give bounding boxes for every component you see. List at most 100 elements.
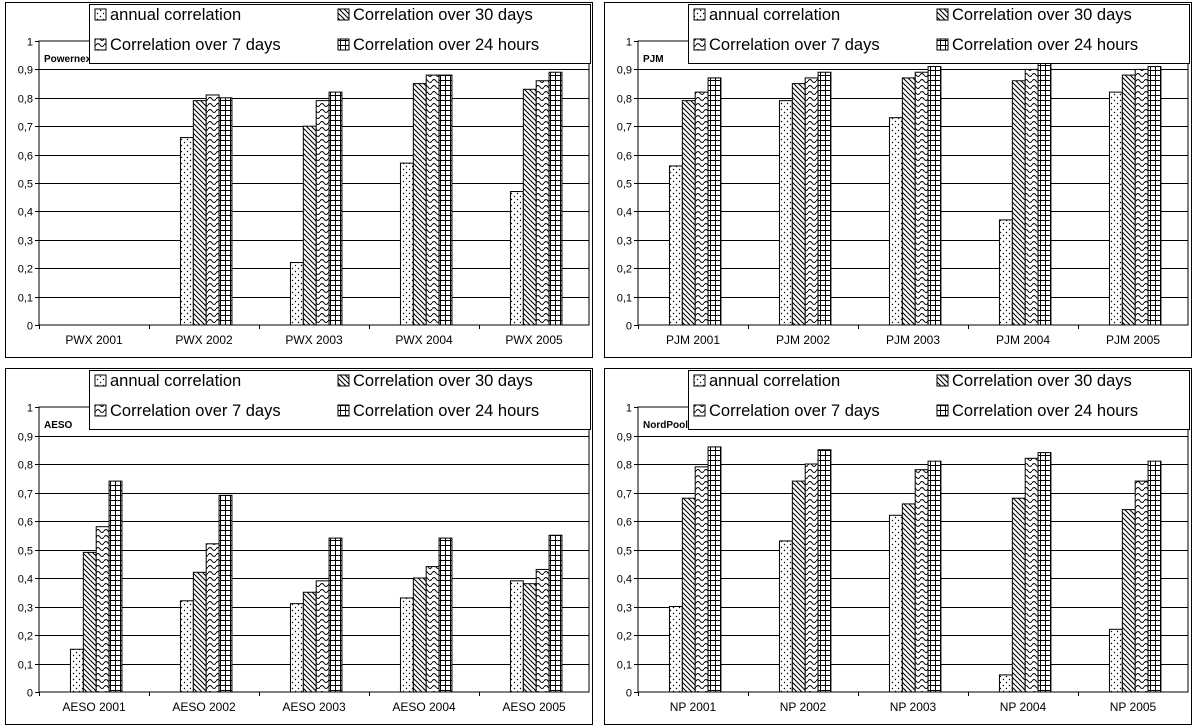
y-tick-label: 0,9	[18, 432, 33, 444]
y-tick-label: 0,4	[18, 207, 33, 219]
bar-h24-5	[1147, 66, 1162, 326]
x-tick-label: PWX 2003	[285, 333, 343, 347]
bar-d30-2	[791, 83, 806, 326]
x-tick-label: NP 2003	[890, 700, 937, 714]
y-tick-label: 0,6	[617, 517, 632, 529]
legend-label-h24: Correlation over 24 hours	[353, 36, 539, 54]
y-tick-label: 0,5	[617, 546, 632, 558]
x-tick-label: NP 2004	[1000, 700, 1047, 714]
bar-d7-5	[1134, 68, 1149, 326]
y-tick-label: 1	[27, 403, 33, 415]
legend-swatch-d30	[337, 374, 350, 387]
legend-label-h24: Correlation over 24 hours	[952, 402, 1138, 420]
bar-h24-1	[108, 480, 123, 693]
y-tick-label: 0,6	[18, 151, 33, 163]
bar-h24-3	[927, 460, 942, 693]
y-tick-label: 1	[626, 403, 632, 415]
bar-h24-2	[817, 71, 832, 326]
legend: annual correlation Correlation over 30 da…	[89, 370, 591, 430]
x-tick-label: PWX 2001	[65, 333, 123, 347]
legend-label-annual: annual correlation	[110, 6, 241, 24]
bar-d7-4	[1024, 68, 1039, 326]
bar-d7-4	[425, 566, 440, 693]
bar-d7-2	[804, 77, 819, 326]
bar-annual-5	[1108, 91, 1123, 326]
x-tick-label: AESO 2004	[392, 700, 456, 714]
legend-swatch-annual	[693, 374, 706, 387]
bar-d30-5	[1121, 74, 1136, 326]
y-tick-label: 0,1	[617, 660, 632, 672]
bar-d7-3	[315, 100, 330, 326]
bar-d30-4	[1011, 80, 1026, 326]
bar-h24-2	[218, 494, 233, 693]
bar-d30-4	[412, 83, 427, 326]
bar-d30-3	[302, 125, 317, 326]
y-tick-label: 0	[27, 321, 33, 333]
legend: annual correlation Correlation over 30 da…	[89, 4, 591, 64]
x-tick-label: PJM 2004	[996, 333, 1050, 347]
y-tick-label: 0	[27, 688, 33, 700]
y-tick-label: 0,5	[18, 179, 33, 191]
bar-h24-5	[548, 534, 563, 693]
y-tick-label: 0,8	[617, 460, 632, 472]
legend-label-h24: Correlation over 24 hours	[952, 36, 1138, 54]
legend-label-d30: Correlation over 30 days	[952, 6, 1132, 24]
bar-d30-5	[522, 88, 537, 326]
y-tick-label: 0,1	[18, 293, 33, 305]
bar-d30-3	[901, 77, 916, 326]
bar-d7-4	[1024, 457, 1039, 693]
bar-d7-1	[694, 91, 709, 326]
bar-annual-2	[179, 600, 194, 693]
x-tick-label: NP 2001	[670, 700, 717, 714]
bar-d30-4	[1011, 497, 1026, 693]
x-tick-label: PWX 2002	[175, 333, 233, 347]
y-tick-label: 0,6	[617, 151, 632, 163]
y-tick-label: 0,7	[18, 122, 33, 134]
chart-panel-pjm: 0 0,1 0,2 0,3 0,4 0,5 0,6 0,7 0,8 0,9 1 PJM 2001 PJM…	[604, 2, 1192, 358]
y-tick-label: 0,3	[617, 603, 632, 615]
x-tick-label: PJM 2001	[666, 333, 720, 347]
legend-swatch-d7	[94, 404, 107, 417]
legend-label-d30: Correlation over 30 days	[353, 372, 533, 390]
bar-h24-2	[218, 97, 233, 326]
y-tick-label: 0,8	[18, 460, 33, 472]
chart-title: Powernext	[44, 54, 95, 65]
bar-d7-3	[315, 580, 330, 693]
y-tick-label: 0,6	[18, 517, 33, 529]
bar-d30-2	[192, 100, 207, 326]
bar-h24-3	[328, 537, 343, 693]
chart-panel-nordpool: 0 0,1 0,2 0,3 0,4 0,5 0,6 0,7 0,8 0,9 1 NP 2001 NP 2…	[604, 368, 1192, 725]
bar-d30-5	[522, 583, 537, 693]
legend-label-h24: Correlation over 24 hours	[353, 402, 539, 420]
bar-d30-2	[192, 571, 207, 693]
legend-swatch-h24	[337, 38, 350, 51]
x-tick-label: AESO 2005	[502, 700, 566, 714]
bar-annual-5	[1108, 628, 1123, 693]
bar-d30-1	[681, 497, 696, 693]
x-tick-label: PWX 2004	[395, 333, 453, 347]
legend-label-d7: Correlation over 7 days	[709, 402, 880, 420]
y-tick-label: 1	[626, 37, 632, 49]
bar-d30-1	[681, 100, 696, 326]
legend-swatch-annual	[94, 374, 107, 387]
bar-annual-3	[289, 262, 304, 326]
y-tick-label: 0,3	[18, 603, 33, 615]
bar-h24-2	[817, 449, 832, 693]
bar-annual-1	[668, 606, 683, 693]
y-tick-label: 0,4	[18, 574, 33, 586]
bar-annual-5	[509, 191, 524, 326]
bar-d7-5	[1134, 480, 1149, 693]
bar-h24-4	[1037, 60, 1052, 326]
bar-d7-1	[95, 526, 110, 693]
legend-swatch-annual	[94, 8, 107, 21]
legend-label-d7: Correlation over 7 days	[110, 402, 281, 420]
y-tick-label: 0,5	[18, 546, 33, 558]
x-tick-label: AESO 2001	[62, 700, 126, 714]
bar-d30-1	[82, 551, 97, 693]
y-tick-label: 0,2	[617, 631, 632, 643]
bar-annual-3	[888, 514, 903, 693]
y-tick-label: 0,4	[617, 574, 632, 586]
x-tick-label: NP 2002	[780, 700, 827, 714]
bar-d30-3	[901, 503, 916, 693]
